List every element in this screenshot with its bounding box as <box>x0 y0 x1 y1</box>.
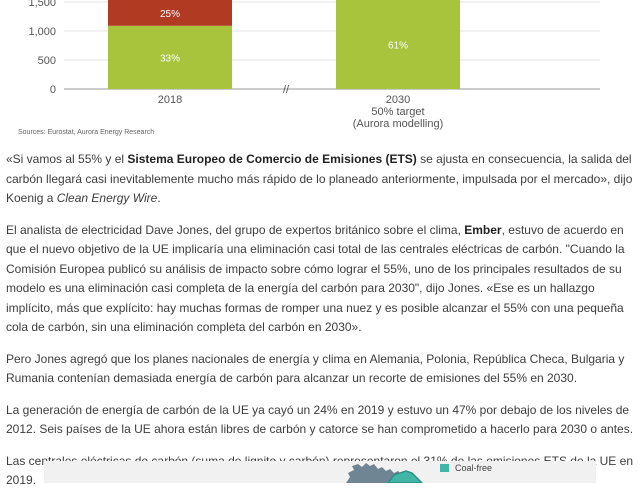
bar-segment <box>108 25 232 90</box>
x-category-label: 2018 <box>158 94 182 106</box>
p2-bold-ember: Ember <box>464 222 502 237</box>
p1-text-before: «Si vamos al 55% y el <box>6 152 128 166</box>
x-category-sublabel: 50% target <box>371 106 424 118</box>
legend-coal-free: Coal-free <box>440 461 492 475</box>
legend-label-coal-free: Coal-free <box>455 463 493 473</box>
x-category-label: 2030 <box>386 94 410 106</box>
bar-segment-label: 61% <box>388 41 408 52</box>
legend-swatch-coal-free <box>440 464 449 472</box>
y-tick-label: 1,000 <box>28 26 56 38</box>
bar-segment <box>108 0 232 26</box>
y-tick-label: 1,500 <box>28 0 56 9</box>
emissions-chart: 1,500 1,000 500 0 33% 25% 2018 61% 2030 50% targe… <box>0 0 640 142</box>
paragraph-koenig-quote: «Si vamos al 55% y el Sistema Europeo de… <box>6 150 634 209</box>
y-tick-label: 500 <box>38 55 56 67</box>
paragraph-jones-ember: El analista de electricidad Dave Jones, … <box>6 221 634 338</box>
axis-break-marker: // <box>283 84 290 96</box>
p1-italic-source: Clean Energy Wire <box>56 191 158 205</box>
article-body: «Si vamos al 55% y el Sistema Europeo de… <box>6 150 634 503</box>
x-category-sublabel: (Aurora modelling) <box>353 118 443 130</box>
bar-segment-label: 25% <box>160 9 180 20</box>
p1-bold-ets: Sistema Europeo de Comercio de Emisiones… <box>127 152 417 166</box>
p2-text-after: , estuvo de acuerdo en que el nuevo obje… <box>6 222 625 335</box>
paragraph-coal-decline: La generación de energía de carbón de la… <box>6 402 634 437</box>
bar-segment-label: 33% <box>160 53 180 64</box>
paragraph-national-plans: Pero Jones agregó que los planes naciona… <box>6 351 625 386</box>
bar-segment <box>336 0 460 89</box>
chart-sources: Sources: Eurostat, Aurora Energy Researc… <box>18 129 154 136</box>
p2-text-before: El analista de electricidad Dave Jones, … <box>6 222 465 237</box>
p1-text-middle: se ajusta en consecuencia, la salida del… <box>6 152 633 205</box>
y-tick-label: 0 <box>50 84 56 96</box>
p1-text-end: . <box>157 191 161 205</box>
